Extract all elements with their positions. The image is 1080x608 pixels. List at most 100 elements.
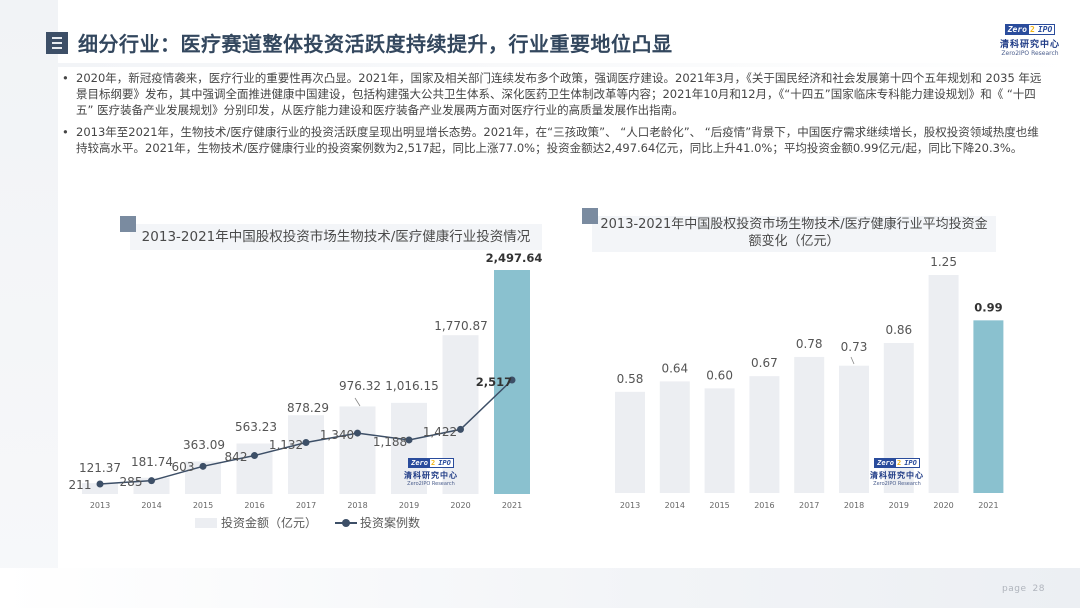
chart1-line-value-label: 2,517 xyxy=(476,375,512,389)
logo-badge-mid: 2 xyxy=(896,459,902,467)
chart1-title: 2013-2021年中国股权投资市场生物技术/医疗健康行业投资情况 xyxy=(120,216,542,250)
chart2-leader-line xyxy=(850,356,855,365)
chart2-x-tick: 2021 xyxy=(978,501,998,510)
chart2-title: 2013-2021年中国股权投资市场生物技术/医疗健康行业平均投资金额变化（亿元… xyxy=(582,208,996,252)
legend-line-marker-icon xyxy=(335,518,358,528)
logo-badge: Zero 2 IPO xyxy=(1004,24,1056,35)
chart1-line-value-label: 1,188 xyxy=(373,435,407,449)
chart2-bar xyxy=(659,381,690,493)
chart1-bar xyxy=(339,406,376,494)
chart1-bar-value-label: 563.23 xyxy=(235,420,277,434)
chart1-bar-value-label: 1,016.15 xyxy=(385,379,438,393)
summary-bullets: • 2020年，新冠疫情袭来，医疗行业的重要性再次凸显。2021年，国家及相关部… xyxy=(58,70,1048,162)
logo-cn-text: 清科研究中心 xyxy=(1000,40,1061,50)
chart1-bar-value-label: 181.74 xyxy=(131,455,173,469)
legend-bar-label: 投资金额（亿元） xyxy=(221,516,318,530)
logo-badge-mid: 2 xyxy=(430,459,436,467)
chart1-bar-value-label: 878.29 xyxy=(287,401,329,415)
legend-line-label: 投资案例数 xyxy=(360,516,421,530)
logo-badge-right: IPO xyxy=(904,459,917,467)
chart2-bar xyxy=(794,356,825,493)
title-square-icon xyxy=(120,216,136,232)
legend-bar-swatch xyxy=(195,517,217,528)
chart2-bar xyxy=(704,388,735,493)
chart2-bar xyxy=(973,320,1004,493)
logo-badge-left: Zero xyxy=(409,459,430,467)
chart1-line-marker xyxy=(148,477,155,485)
chart1-line-marker xyxy=(405,436,413,444)
chart2-bar-value-label: 0.86 xyxy=(885,323,912,337)
chart1-line-marker xyxy=(354,429,361,437)
chart2-bar-value-label: 0.99 xyxy=(974,300,1002,314)
logo-badge-mid: 2 xyxy=(1030,25,1035,34)
chart1-x-tick: 2015 xyxy=(193,501,213,510)
page-label: page xyxy=(1002,584,1027,594)
chart2-bar-value-label: 1.25 xyxy=(930,255,957,269)
footer-band xyxy=(0,568,1080,608)
chart2-x-tick: 2015 xyxy=(709,501,729,510)
chart2-bar xyxy=(883,343,914,493)
chart2-bar xyxy=(749,376,780,493)
logo-badge-left: Zero xyxy=(1005,25,1029,34)
chart1-line-marker xyxy=(199,462,207,470)
title-square-icon xyxy=(582,208,598,224)
logo-en-text: Zero2IPO Research xyxy=(1001,50,1059,57)
chart2-bar-value-label: 0.67 xyxy=(751,356,778,370)
chart1-bar-value-label: 1,770.87 xyxy=(434,319,487,333)
page-number: 28 xyxy=(1032,584,1045,594)
title-bar: 细分行业：医疗赛道整体投资活跃度持续提升，行业重要地位凸显 xyxy=(46,28,673,57)
chart1-bar-value-label: 2,497.64 xyxy=(486,251,543,265)
page-title: 细分行业：医疗赛道整体投资活跃度持续提升，行业重要地位凸显 xyxy=(78,32,673,56)
chart1-x-tick: 2020 xyxy=(450,501,470,510)
chart1-x-tick: 2021 xyxy=(502,501,522,510)
chart1-bar-value-label: 121.37 xyxy=(79,461,121,475)
bullet-dot: • xyxy=(62,125,69,139)
chart2-x-tick: 2016 xyxy=(754,501,774,510)
chart2-x-tick: 2020 xyxy=(933,501,953,510)
chart1-line-marker xyxy=(302,438,310,446)
page-indicator: page 28 xyxy=(1002,584,1045,594)
chart1-line-value-label: 1,422 xyxy=(423,425,457,439)
chart1-watermark-logo: Zero 2 IPO 清科研究中心 Zero2IPO Research xyxy=(404,458,458,487)
chart2-bar xyxy=(615,391,645,493)
chart1-bar xyxy=(82,483,118,494)
chart1-x-tick: 2014 xyxy=(141,501,161,510)
chart1-x-tick: 2018 xyxy=(347,501,367,510)
chart1-line-value-label: 603 xyxy=(172,460,195,474)
chart2-watermark-logo: Zero 2 IPO 清科研究中心 Zero2IPO Research xyxy=(870,458,924,487)
chart2-bar-value-label: 0.64 xyxy=(661,361,688,375)
chart1-x-tick: 2016 xyxy=(244,501,264,510)
chart1-bar-value-label: 363.09 xyxy=(183,438,225,452)
chart1-line-marker xyxy=(457,425,464,433)
chart2-bar-value-label: 0.78 xyxy=(796,337,823,351)
chart2-x-tick: 2014 xyxy=(665,501,685,510)
chart1-line-value-label: 211 xyxy=(69,478,92,492)
chart1-line-marker xyxy=(251,452,258,460)
chart1-line-value-label: 285 xyxy=(120,475,143,489)
chart1-line-value-label: 1,340 xyxy=(320,428,354,442)
chart2-bar-value-label: 0.58 xyxy=(617,372,644,386)
bullet-text: 2013年至2021年，生物技术/医疗健康行业的投资活跃度呈现出明显增长态势。2… xyxy=(76,125,1039,155)
chart2-bar xyxy=(928,275,959,493)
chart2-title-text: 2013-2021年中国股权投资市场生物技术/医疗健康行业平均投资金额变化（亿元… xyxy=(600,217,988,249)
chart1-line-value-label: 1,132 xyxy=(269,438,303,452)
chart2-bar-value-label: 0.60 xyxy=(706,368,733,382)
logo-badge-right: IPO xyxy=(1037,25,1053,34)
logo-cn-text: 清科研究中心 xyxy=(870,471,924,480)
menu-list-icon xyxy=(46,31,68,54)
left-margin-band xyxy=(0,0,58,608)
chart2-x-tick: 2019 xyxy=(889,501,909,510)
chart1-line-marker xyxy=(96,480,104,488)
logo-badge-left: Zero xyxy=(875,459,896,467)
chart1-title-text: 2013-2021年中国股权投资市场生物技术/医疗健康行业投资情况 xyxy=(141,229,531,245)
chart1-x-tick: 2019 xyxy=(399,501,419,510)
chart2-x-tick: 2018 xyxy=(844,501,864,510)
logo-cn-text: 清科研究中心 xyxy=(404,471,458,480)
chart1-line-marker xyxy=(508,376,516,384)
title-divider xyxy=(58,63,1080,67)
logo-badge: Zero 2 IPO xyxy=(408,458,454,468)
chart1-legend: 投资金额（亿元） 投资案例数 xyxy=(195,514,420,531)
chart2-bar-value-label: 0.73 xyxy=(841,340,868,354)
chart1-bar xyxy=(288,415,324,494)
bullet-item: • 2013年至2021年，生物技术/医疗健康行业的投资活跃度呈现出明显增长态势… xyxy=(58,124,1048,156)
